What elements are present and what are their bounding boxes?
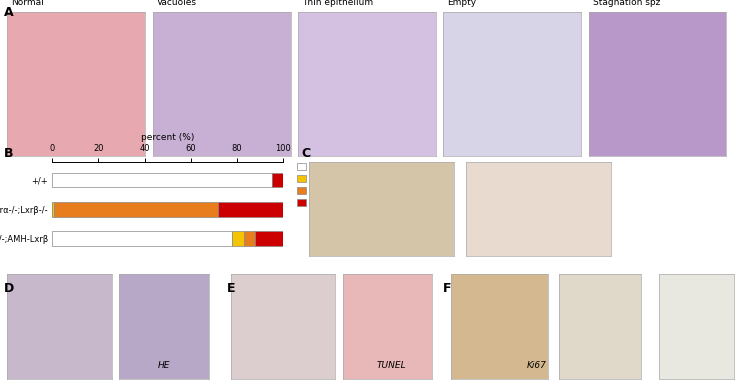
Text: D: D bbox=[4, 282, 14, 294]
Bar bbox=[232, 231, 244, 246]
Text: C: C bbox=[302, 147, 311, 160]
Text: E: E bbox=[227, 282, 235, 294]
Bar bbox=[54, 202, 218, 217]
Text: Thin epithelium: Thin epithelium bbox=[302, 0, 373, 7]
Bar bbox=[244, 231, 256, 246]
Bar bbox=[52, 231, 232, 246]
Text: HE: HE bbox=[158, 361, 170, 369]
Text: Empty: Empty bbox=[448, 0, 477, 7]
Text: B: B bbox=[4, 147, 13, 160]
Text: F: F bbox=[443, 282, 451, 294]
Bar bbox=[52, 202, 54, 217]
Legend: Normal, Stagnation spz, Vacuoles, Thin ep. / Empty: Normal, Stagnation spz, Vacuoles, Thin e… bbox=[297, 162, 382, 208]
Text: Normal: Normal bbox=[12, 0, 45, 7]
Bar bbox=[256, 231, 283, 246]
X-axis label: percent (%): percent (%) bbox=[141, 133, 194, 142]
Bar bbox=[52, 172, 271, 187]
Text: A: A bbox=[4, 6, 13, 19]
Bar bbox=[218, 202, 283, 217]
Text: Stagnation spz: Stagnation spz bbox=[593, 0, 660, 7]
Text: Vacuoles: Vacuoles bbox=[157, 0, 197, 7]
Bar bbox=[271, 172, 283, 187]
Text: Ki67: Ki67 bbox=[527, 361, 546, 369]
Text: TUNEL: TUNEL bbox=[376, 361, 406, 369]
